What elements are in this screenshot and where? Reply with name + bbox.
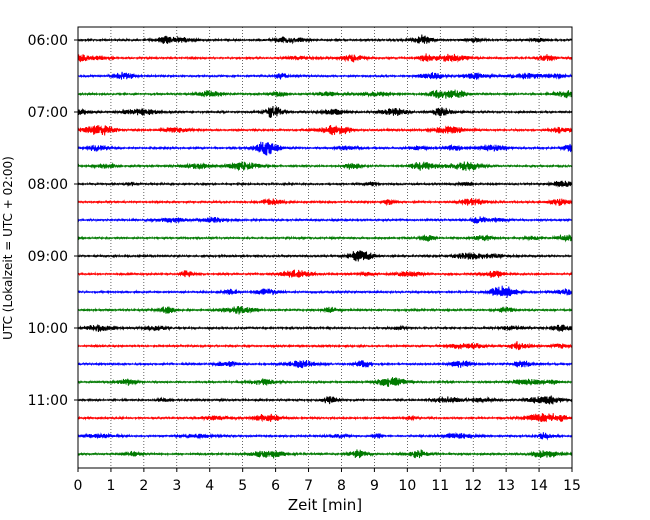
- seismic-trace: [77, 449, 573, 459]
- seismic-trace: [77, 34, 573, 45]
- seismic-trace: [77, 432, 573, 441]
- seismic-trace: [77, 233, 573, 243]
- y-tick-label: 11:00: [28, 393, 68, 409]
- x-tick-label: 7: [304, 478, 313, 494]
- seismic-trace: [77, 341, 573, 351]
- x-tick-label: 8: [337, 478, 346, 494]
- x-tick-label: 14: [530, 478, 548, 494]
- x-tick-label: 15: [563, 478, 581, 494]
- seismic-trace: [77, 324, 573, 333]
- x-tick-label: 12: [464, 478, 482, 494]
- y-tick-label: 07:00: [28, 105, 68, 121]
- y-tick-label: 06:00: [28, 33, 68, 49]
- seismic-trace: [77, 53, 573, 63]
- y-tick-label: 09:00: [28, 249, 68, 265]
- y-axis-label: UTC (Lokalzeit = UTC + 02:00): [1, 156, 15, 340]
- x-axis: 0 1 2 3 4 5 6 7 8 9 10 11 12 13 14 15: [74, 468, 581, 494]
- seismic-trace: [77, 161, 573, 172]
- y-axis: 06:00 07:00 08:00 09:00 10:00 11:00: [28, 33, 78, 409]
- x-tick-label: 11: [431, 478, 449, 494]
- x-axis-label: Zeit [min]: [288, 496, 362, 514]
- y-tick-label: 10:00: [28, 321, 68, 337]
- x-tick-label: 0: [74, 478, 83, 494]
- seismic-trace: [77, 395, 573, 405]
- seismic-trace: [77, 413, 573, 423]
- x-tick-label: 3: [172, 478, 181, 494]
- seismic-trace: [77, 359, 573, 369]
- x-tick-label: 4: [205, 478, 214, 494]
- seismic-trace: [77, 198, 573, 207]
- x-tick-label: 9: [370, 478, 379, 494]
- seismic-trace: [77, 215, 573, 225]
- seismic-trace: [77, 71, 573, 81]
- seismic-trace: [77, 124, 573, 136]
- seismic-trace: [77, 269, 573, 279]
- x-tick-label: 6: [271, 478, 280, 494]
- seismic-trace: [77, 306, 573, 315]
- seismic-trace: [77, 105, 573, 118]
- seismic-trace: [77, 377, 573, 387]
- seismic-trace: [77, 250, 573, 262]
- x-tick-label: 1: [106, 478, 115, 494]
- seismic-trace: [77, 180, 573, 188]
- y-tick-label: 08:00: [28, 177, 68, 193]
- x-tick-label: 2: [139, 478, 148, 494]
- seismic-trace: [77, 141, 573, 156]
- plot-frame: [77, 26, 573, 469]
- x-tick-label: 5: [238, 478, 247, 494]
- x-tick-label: 10: [398, 478, 416, 494]
- seismic-trace: [77, 89, 573, 99]
- x-tick-label: 13: [497, 478, 515, 494]
- seismic-trace: [77, 285, 573, 298]
- trace-layer: [77, 34, 573, 459]
